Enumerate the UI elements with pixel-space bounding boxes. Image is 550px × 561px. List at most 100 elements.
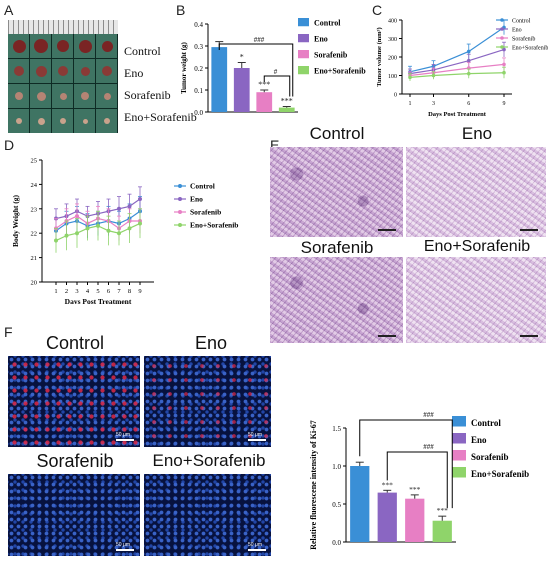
sig-marker: *** bbox=[258, 80, 270, 89]
tumor-sample bbox=[35, 65, 47, 77]
data-point bbox=[54, 238, 58, 243]
y-axis-label: Body Weight (g) bbox=[11, 195, 20, 247]
tumor-sample bbox=[80, 66, 90, 76]
panel-label-c: C bbox=[372, 2, 383, 18]
legend-marker bbox=[500, 27, 504, 31]
legend-label: Eno bbox=[471, 435, 487, 445]
tumor-photo bbox=[8, 20, 118, 133]
bar bbox=[405, 498, 425, 542]
x-tick-label: 7 bbox=[117, 288, 121, 295]
legend-marker bbox=[178, 184, 182, 188]
data-point bbox=[75, 231, 79, 236]
significance-bracket bbox=[359, 419, 453, 509]
bar bbox=[256, 92, 273, 112]
y-tick-label: 0.0 bbox=[332, 539, 341, 547]
tumor-sample bbox=[60, 118, 66, 124]
ruler bbox=[8, 20, 118, 34]
bracket-label: # bbox=[274, 68, 278, 76]
tumor-sample bbox=[101, 40, 113, 52]
tumor-sample bbox=[16, 118, 22, 124]
data-point bbox=[127, 204, 132, 209]
legend-label: Eno+Sorafenib bbox=[314, 67, 366, 76]
y-tick-label: 0.3 bbox=[194, 43, 203, 51]
data-point bbox=[408, 75, 412, 80]
legend-marker bbox=[500, 45, 504, 49]
tumor-sample bbox=[59, 92, 67, 100]
x-tick-label: 1 bbox=[54, 288, 57, 295]
tumor-sample bbox=[14, 66, 24, 76]
bracket-label: ### bbox=[254, 36, 265, 44]
tumor-sample bbox=[78, 39, 92, 53]
legend-label: Eno bbox=[512, 28, 522, 34]
bar bbox=[350, 466, 370, 542]
sig-marker: *** bbox=[409, 485, 421, 494]
panel-label-f: F bbox=[4, 324, 13, 340]
x-tick-label: 1 bbox=[409, 101, 412, 107]
data-point bbox=[502, 70, 506, 75]
y-tick-label: 0.0 bbox=[194, 109, 203, 117]
sig-marker: *** bbox=[281, 97, 293, 106]
he-image-eno-sorafenib bbox=[406, 257, 546, 343]
y-tick-label: 24 bbox=[31, 182, 38, 189]
legend-label: Sorafenib bbox=[512, 36, 535, 43]
chart-c: 0 100 200 300 400 1 3 6 9 Days Post Treatment Tumo… bbox=[376, 18, 548, 118]
legend-label: Control bbox=[471, 418, 501, 428]
y-tick-label: 0.1 bbox=[194, 87, 203, 95]
tumor-sample bbox=[104, 118, 110, 124]
legend-swatch bbox=[452, 450, 466, 461]
chart-f: 0.0 0.5 1.0 1.5 Relative fluorescene intensi… bbox=[309, 411, 529, 550]
he-image-sorafenib bbox=[270, 257, 403, 343]
panel-label-a: A bbox=[4, 2, 14, 18]
bar bbox=[233, 68, 250, 112]
y-tick-label: 300 bbox=[388, 37, 397, 43]
y-tick-label: 100 bbox=[388, 74, 397, 80]
panel-label-b: B bbox=[176, 2, 186, 18]
if-title-sorafenib: Sorafenib bbox=[36, 451, 114, 471]
data-point bbox=[64, 233, 69, 238]
x-tick-label: 4 bbox=[86, 288, 90, 295]
data-point bbox=[466, 58, 471, 63]
series-line bbox=[409, 63, 505, 77]
y-tick-label: 200 bbox=[388, 56, 397, 62]
data-point bbox=[138, 197, 142, 202]
series-line bbox=[409, 26, 505, 73]
significance-bracket bbox=[386, 451, 448, 509]
he-title-control: Control bbox=[309, 124, 365, 143]
legend-swatch bbox=[298, 18, 309, 27]
data-point bbox=[85, 226, 90, 231]
sig-marker: * bbox=[240, 53, 244, 62]
legend-marker bbox=[178, 210, 182, 214]
tumor-sample bbox=[37, 117, 45, 125]
legend-label: Eno+Sorafenib bbox=[512, 45, 548, 52]
legend-label: Control bbox=[190, 182, 215, 191]
y-tick-label: 0.5 bbox=[332, 501, 341, 509]
tumor-sample bbox=[34, 39, 48, 53]
significance-bracket bbox=[263, 75, 291, 97]
if-image-control: 50 μm bbox=[8, 356, 140, 447]
he-image-eno bbox=[406, 147, 546, 237]
data-point bbox=[75, 214, 79, 219]
data-point bbox=[431, 73, 436, 78]
legend-label: Sorafenib bbox=[471, 452, 509, 462]
x-tick-label: 3 bbox=[75, 288, 78, 295]
legend-swatch bbox=[452, 416, 466, 427]
y-tick-label: 400 bbox=[388, 19, 397, 25]
y-axis-label: Relative fluorescene intensity of Ki-67 bbox=[309, 420, 318, 550]
row-label-eno: Eno bbox=[124, 66, 144, 80]
data-point bbox=[117, 231, 121, 236]
sig-marker: *** bbox=[437, 506, 449, 515]
x-axis-label: Days Post Treatment bbox=[428, 111, 487, 118]
data-point bbox=[106, 228, 111, 233]
data-point bbox=[502, 62, 506, 67]
panel-label-d: D bbox=[4, 137, 15, 153]
legend-label: Eno bbox=[314, 35, 328, 44]
data-point bbox=[502, 47, 506, 52]
legend-marker bbox=[178, 223, 182, 227]
tumor-sample bbox=[102, 66, 112, 76]
data-point bbox=[138, 221, 142, 226]
x-tick-label: 8 bbox=[128, 288, 131, 295]
legend-marker bbox=[178, 197, 182, 201]
y-tick-label: 21 bbox=[31, 255, 38, 262]
y-axis-label: Tumor weight (g) bbox=[180, 41, 188, 93]
he-title-eno: Eno bbox=[461, 124, 493, 143]
